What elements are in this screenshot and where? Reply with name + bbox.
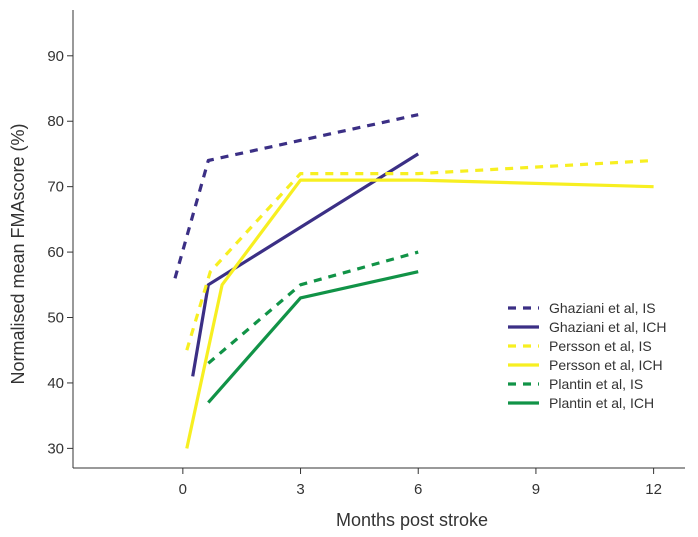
series-line-2 [191,152,420,377]
y-tick-label: 90 [47,48,64,65]
legend-label: Persson et al, ICH [549,357,663,373]
legend-label: Plantin et al, ICH [549,395,654,411]
x-axis-title: Months post stroke [336,510,488,530]
y-tick-label: 80 [47,113,64,130]
legend-label: Plantin et al, IS [549,376,643,392]
series-line-6 [207,270,419,404]
series-line-3 [185,158,654,351]
y-tick-label: 30 [47,440,64,457]
y-tick-label: 50 [47,310,64,327]
x-tick-label: 3 [296,481,304,498]
x-tick-label: 0 [179,481,187,498]
legend: Ghaziani et al, IS Ghaziani et al, ICH Per… [508,300,667,411]
y-tick-label: 70 [47,179,64,196]
y-tick-label: 60 [47,244,64,261]
x-tick-label: 12 [645,481,662,498]
series-line-5 [207,250,419,365]
x-tick-label: 6 [414,481,422,498]
legend-label: Ghaziani et al, IS [549,300,656,316]
legend-label: Persson et al, IS [549,338,652,354]
series-line-1 [173,113,419,279]
x-tick-label: 9 [532,481,540,498]
series-line-4 [185,178,654,449]
y-axis-title: Normalised mean FMAscore (%) [8,123,28,384]
y-tick-label: 40 [47,375,64,392]
legend-label: Ghaziani et al, ICH [549,319,667,335]
